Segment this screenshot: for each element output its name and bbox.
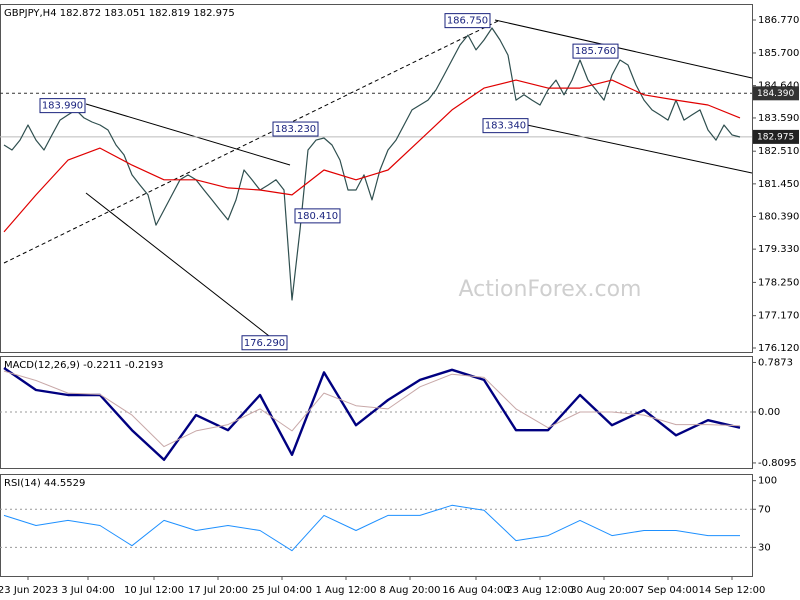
series-line (3, 504, 740, 552)
x-tick-label: 3 Jul 04:00 (61, 585, 115, 596)
x-tick-label: 25 Jul 04:00 (252, 585, 312, 596)
y-tick-label: 30 (758, 542, 771, 553)
x-tick-label: 23 Aug 12:00 (506, 585, 573, 596)
trend-lines (3, 19, 753, 351)
y-tick-label: 182.510 (758, 146, 799, 157)
y-tick-label: 176.120 (758, 343, 799, 354)
x-tick-label: 10 Jul 12:00 (124, 585, 184, 596)
price-annotation-box (572, 43, 619, 59)
y-tick-label: 186.770 (758, 15, 799, 26)
price-annotation-box (482, 118, 529, 134)
x-tick-label: 14 Sep 12:00 (699, 585, 766, 596)
price-annotation-box (272, 121, 319, 137)
y-tick-label: 181.450 (758, 179, 799, 190)
price-annotation: 183.990 (42, 101, 83, 112)
y-tick-label: 183.590 (758, 113, 799, 124)
watermark: ActionForex.com (459, 277, 642, 302)
x-tick-label: 30 Aug 20:00 (570, 585, 637, 596)
panel-title: RSI(14) 44.5529 (4, 478, 85, 489)
price-annotation: 183.340 (485, 121, 526, 132)
price-annotation-box (241, 335, 288, 351)
trend-line (85, 192, 288, 351)
y-tick-label: 184.640 (758, 81, 799, 92)
level-label: 184.390 (757, 89, 794, 99)
price-annotation-box (39, 98, 86, 114)
channel-line (494, 19, 753, 79)
y-tick-label: 70 (758, 504, 771, 515)
x-tick-label: 17 Jul 20:00 (188, 585, 248, 596)
price-annotation: 176.290 (244, 338, 285, 349)
y-tick-label: 0.7873 (758, 357, 793, 368)
level-label: 182.975 (757, 132, 794, 142)
level-box (753, 86, 799, 101)
y-tick-label: 185.700 (758, 48, 799, 59)
panel-frame (0, 474, 753, 577)
x-tick-label: 1 Aug 12:00 (315, 585, 376, 596)
channel-line (526, 124, 753, 174)
trend-line (3, 19, 501, 264)
panel-frame (0, 4, 753, 353)
y-tick-label: 180.390 (758, 211, 799, 222)
y-tick-label: 178.250 (758, 277, 799, 288)
series-line (3, 370, 741, 448)
series-line (3, 367, 741, 461)
series-line (3, 79, 741, 233)
price-annotation: 185.760 (575, 46, 616, 57)
price-annotation: 183.230 (275, 124, 316, 135)
x-tick-label: 16 Aug 04:00 (442, 585, 509, 596)
price-annotation-box (444, 13, 491, 29)
trend-line (85, 103, 291, 166)
panel-title: GBPJPY,H4 182.872 183.051 182.819 182.97… (4, 8, 235, 19)
price-annotation-box (294, 208, 341, 224)
x-tick-label: 8 Aug 20:00 (379, 585, 440, 596)
y-tick-label: -0.8095 (758, 458, 797, 469)
panel-title: MACD(12,26,9) -0.2211 -0.2193 (4, 360, 164, 371)
y-tick-label: 100 (758, 476, 777, 487)
price-annotation: 180.410 (297, 211, 338, 222)
y-tick-label: 179.330 (758, 244, 799, 255)
y-tick-label: 177.170 (758, 311, 799, 322)
series-line (3, 27, 741, 301)
level-box (753, 129, 799, 144)
y-tick-label: 0.00 (758, 407, 780, 418)
x-tick-label: 23 Jun 2023 (0, 585, 58, 596)
x-tick-label: 7 Sep 04:00 (638, 585, 698, 596)
price-annotation: 186.750 (447, 16, 488, 27)
